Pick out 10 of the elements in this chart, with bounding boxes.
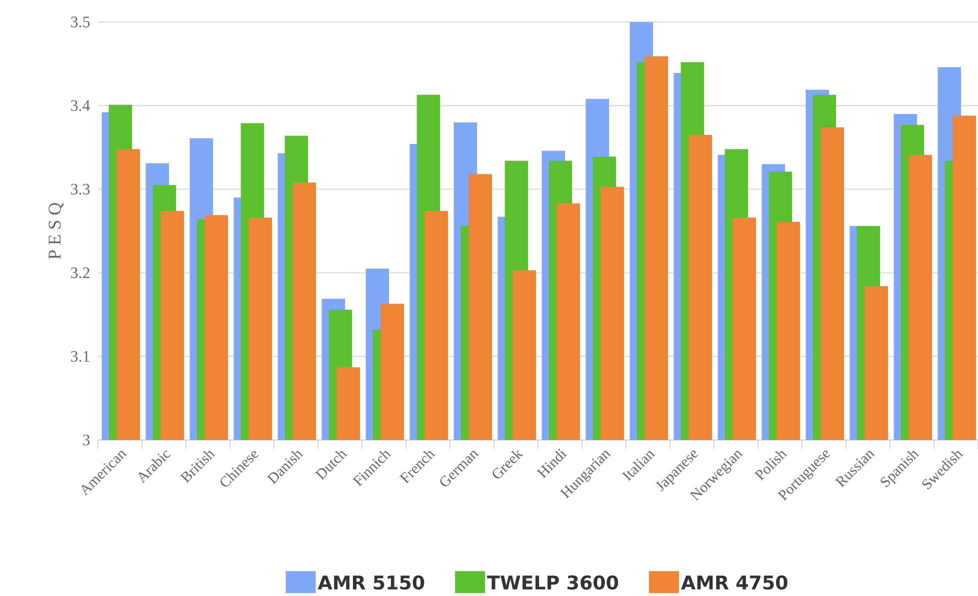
legend-label: AMR 5150 [318, 575, 424, 590]
y-tick-label: 3.5 [71, 16, 90, 28]
y-tick-label: 3.1 [71, 351, 90, 362]
y-tick-label: 3.3 [71, 184, 90, 195]
y-tick-label: 3.4 [71, 100, 90, 111]
y-axis-title: P E S Q [48, 202, 64, 260]
y-tick-label: 3 [83, 434, 90, 446]
legend-label: TWELP 3600 [487, 575, 618, 590]
legend-label: AMR 4750 [681, 575, 788, 590]
y-tick-label: 3.2 [71, 267, 90, 278]
